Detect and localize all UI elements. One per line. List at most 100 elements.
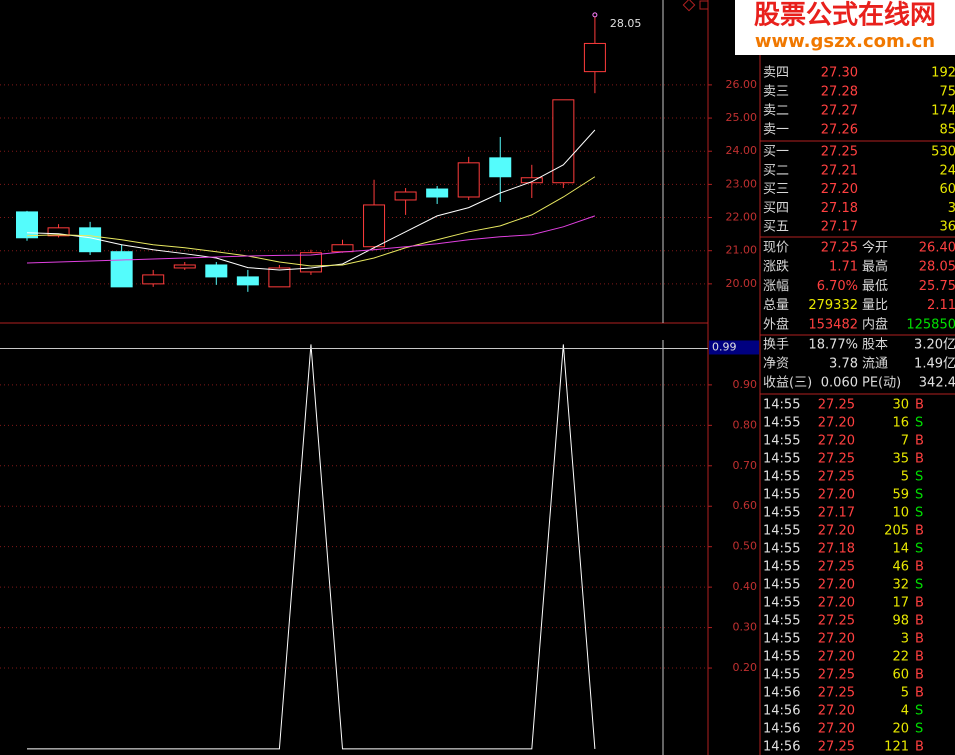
trade-price: 27.25 (818, 452, 855, 467)
y-tick-label: 0.70 (733, 459, 758, 472)
candle-body (457, 162, 480, 198)
book-label: 卖三 (763, 85, 789, 100)
candle-body (205, 264, 228, 278)
trade-side: B (915, 452, 924, 467)
stat-value: 6.70% (817, 279, 858, 294)
book-volume: 174 (931, 104, 955, 119)
trade-volume: 7 (901, 434, 909, 449)
y-tick-label: 0.30 (733, 621, 758, 634)
candle-body (268, 267, 291, 288)
trade-price: 27.18 (818, 542, 855, 557)
indicator-line (27, 344, 596, 750)
trade-price: 27.20 (818, 596, 855, 611)
trade-time: 14:55 (763, 650, 800, 665)
book-price: 27.20 (821, 182, 858, 197)
book-price: 27.17 (821, 220, 858, 235)
trade-volume: 60 (892, 668, 909, 683)
high-label: 28.05 (610, 17, 642, 30)
trade-time: 14:56 (763, 704, 800, 719)
trade-volume: 98 (892, 614, 909, 629)
book-volume: 75 (939, 85, 955, 100)
trade-side: S (915, 722, 923, 737)
high-marker (592, 12, 598, 18)
trade-volume: 22 (892, 650, 909, 665)
trade-side: S (915, 506, 923, 521)
trade-side: S (915, 416, 923, 431)
stat-label: 涨幅 (763, 279, 789, 294)
y-tick-label: 0.80 (733, 418, 758, 431)
trade-time: 14:56 (763, 740, 800, 755)
y-tick-label: 25.00 (726, 111, 758, 124)
trade-volume: 3 (901, 632, 909, 647)
stat-value: 153482 (808, 317, 858, 332)
trade-price: 27.20 (818, 416, 855, 431)
book-volume: 24 (939, 163, 955, 178)
trade-price: 27.25 (818, 614, 855, 629)
trade-side: B (915, 596, 924, 611)
book-price: 27.25 (821, 145, 858, 160)
trade-price: 27.20 (818, 488, 855, 503)
stat-value: 28.05 (919, 260, 955, 275)
trade-volume: 5 (901, 686, 909, 701)
stat-value: 125850 (906, 317, 955, 332)
trade-time: 14:55 (763, 596, 800, 611)
book-label: 买五 (763, 220, 789, 235)
trade-time: 14:55 (763, 398, 800, 413)
y-tick-label: 0.40 (733, 580, 758, 593)
y-tick-label: 23.00 (726, 177, 758, 190)
stat-value: 18.77% (808, 338, 858, 353)
stat-value: 1.71 (829, 260, 858, 275)
stat-value: 3.20亿 (914, 338, 955, 353)
candle-body (142, 274, 165, 285)
watermark-url: www.gszx.com.cn (755, 31, 935, 52)
trade-side: B (915, 668, 924, 683)
trade-price: 27.20 (818, 578, 855, 593)
book-volume: 85 (939, 123, 955, 138)
book-price: 27.21 (821, 163, 858, 178)
icon[interactable] (682, 0, 696, 12)
stat-value: 3.78 (829, 357, 858, 372)
trade-side: S (915, 488, 923, 503)
stat-label: 今开 (862, 240, 888, 256)
book-volume: 530 (931, 145, 955, 160)
last-value-box (709, 340, 759, 355)
trade-volume: 59 (892, 488, 909, 503)
trade-price: 27.20 (818, 434, 855, 449)
trade-time: 14:55 (763, 470, 800, 485)
trade-side: B (915, 686, 924, 701)
trade-price: 27.20 (818, 650, 855, 665)
book-price: 27.30 (821, 66, 858, 81)
stat-label: 外盘 (763, 316, 789, 332)
stat-label: 股本 (862, 338, 888, 353)
trade-price: 27.25 (818, 668, 855, 683)
trade-price: 27.20 (818, 722, 855, 737)
candle-body (16, 211, 38, 239)
y-tick-label: 0.50 (733, 540, 758, 553)
trade-volume: 20 (892, 722, 909, 737)
book-label: 买三 (763, 182, 789, 197)
y-tick-label: 0.20 (733, 661, 758, 674)
book-volume: 3 (948, 201, 955, 216)
trade-volume: 121 (884, 740, 909, 755)
trade-time: 14:55 (763, 434, 800, 449)
book-volume: 36 (939, 220, 955, 235)
y-tick-label: 22.00 (726, 211, 758, 224)
stat-label: PE(动) (862, 376, 901, 391)
trade-volume: 32 (892, 578, 909, 593)
stat-value: 1.49亿 (914, 357, 955, 372)
icon[interactable] (699, 0, 709, 10)
stat-value: 0.060 (821, 376, 858, 391)
stat-label: 最高 (862, 259, 888, 275)
y-tick-label: 26.00 (726, 78, 758, 91)
trade-side: B (915, 434, 924, 449)
candle-body (363, 204, 386, 248)
trade-time: 14:55 (763, 506, 800, 521)
trade-price: 27.17 (818, 506, 855, 521)
stat-label: 收益(三) (763, 376, 812, 391)
trade-price: 27.20 (818, 632, 855, 647)
trade-volume: 30 (892, 398, 909, 413)
trade-side: B (915, 740, 924, 755)
trade-side: B (915, 632, 924, 647)
stat-label: 总量 (763, 298, 789, 313)
